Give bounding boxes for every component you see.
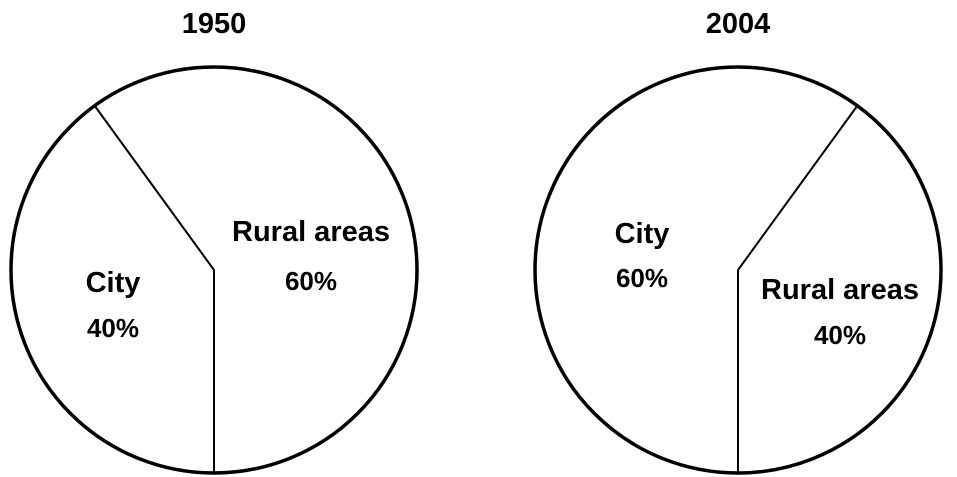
slice-label-city: City xyxy=(86,267,141,299)
slice-divider-line xyxy=(93,105,215,271)
pie-slice-city xyxy=(10,105,215,474)
slice-label-city: City xyxy=(615,218,670,250)
pie-chart-2004: 2004 City 60% Rural areas 40% xyxy=(533,8,943,475)
slice-percent-city: 40% xyxy=(87,313,139,343)
slice-percent-rural-areas: 60% xyxy=(285,266,337,296)
pie-outline xyxy=(533,65,943,475)
pie-slice-rural-areas xyxy=(738,105,941,474)
pie-title: 2004 xyxy=(706,8,771,40)
pie-chart-1950: 1950 City 40% Rural areas 60% xyxy=(9,8,419,475)
pie-title: 1950 xyxy=(182,8,247,40)
slice-divider-line xyxy=(737,105,859,271)
pie-outline xyxy=(9,65,419,475)
slice-percent-rural-areas: 40% xyxy=(814,320,866,350)
slice-label-rural-areas: Rural areas xyxy=(232,216,390,248)
slice-percent-city: 60% xyxy=(616,263,668,293)
pie-slice-rural-areas xyxy=(94,67,417,473)
pie-slice-city xyxy=(535,67,858,473)
slice-label-rural-areas: Rural areas xyxy=(761,274,919,306)
